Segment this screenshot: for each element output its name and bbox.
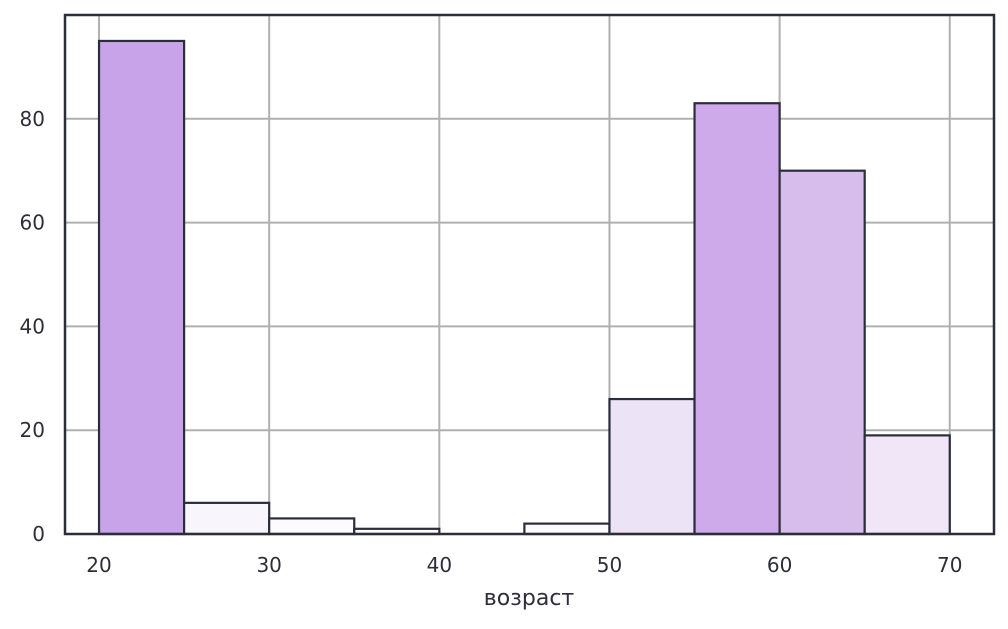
histogram-bar: [183, 501, 271, 536]
y-tick-label: 0: [32, 522, 45, 546]
plot-frame: [63, 13, 996, 536]
x-tick-label: 50: [597, 553, 622, 577]
histogram-bar: [863, 434, 951, 536]
x-tick-labels: 20 30 40 50 60 70: [86, 553, 962, 577]
y-tick-label: 80: [20, 107, 45, 131]
histogram-bars: [97, 39, 951, 536]
x-axis-label: возраст: [484, 586, 575, 611]
histogram-bar: [608, 397, 696, 536]
y-tick-label: 20: [20, 418, 45, 442]
histogram-bar: [268, 517, 356, 536]
histogram-bar: [778, 169, 866, 536]
x-tick-label: 70: [937, 553, 962, 577]
x-tick-label: 60: [767, 553, 792, 577]
y-tick-label: 40: [20, 314, 45, 338]
y-tick-labels: 0 20 40 60 80: [20, 107, 45, 546]
histogram-bar: [693, 102, 781, 536]
y-tick-label: 60: [20, 211, 45, 235]
x-tick-label: 30: [256, 553, 281, 577]
histogram-bar: [523, 522, 611, 536]
histogram-bar: [97, 39, 186, 536]
x-tick-label: 40: [427, 553, 452, 577]
x-tick-label: 20: [86, 553, 111, 577]
